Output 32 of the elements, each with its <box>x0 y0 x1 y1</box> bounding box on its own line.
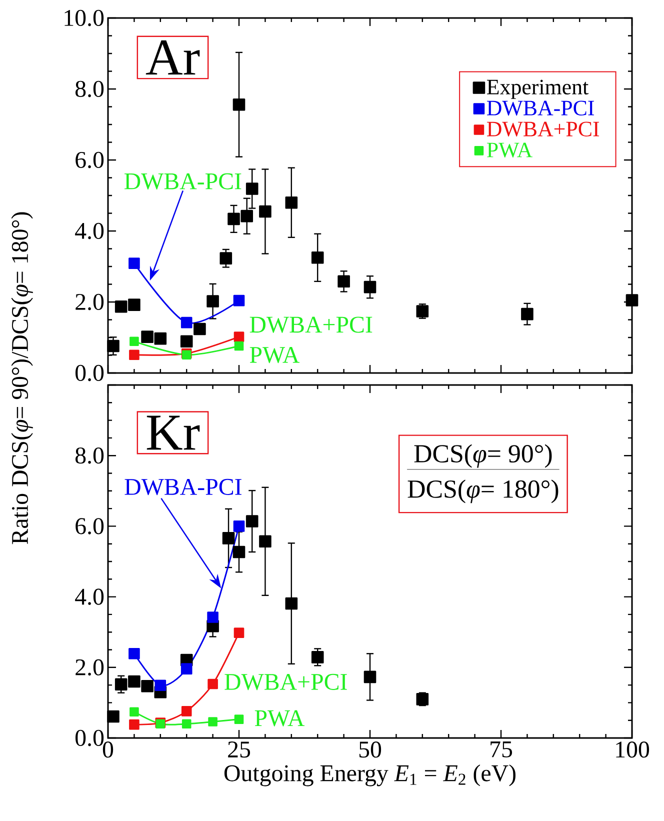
annotation: DCS(φ= 180°) <box>408 480 558 504</box>
x-axis-title: Outgoing Energy E$_{1}$ = E$_{2}$ (eV) <box>224 764 516 786</box>
y-tick-label: 8.0 <box>76 80 104 98</box>
annotation: DWBA+PCI <box>224 674 347 690</box>
annotation: Ar <box>146 40 200 75</box>
legend-label: DWBA-PCI <box>486 100 594 116</box>
x-tick-label: 100 <box>616 742 650 758</box>
annotation: DCS(φ= 90°) <box>414 444 552 468</box>
legend-label: DWBA+PCI <box>486 122 600 137</box>
x-tick-label: 75 <box>490 742 512 758</box>
annotation: PWA <box>254 710 305 726</box>
y-tick-label: 4.0 <box>75 222 104 240</box>
y-tick-label: 0.0 <box>76 730 104 746</box>
legend-label: Experiment <box>486 80 589 99</box>
y-tick-label: 8.0 <box>76 447 104 464</box>
y-tick-label: 10.0 <box>64 10 104 26</box>
annotation: DWBA+PCI <box>250 316 372 333</box>
annotation: Kr <box>146 416 200 450</box>
x-tick-label: 50 <box>359 742 382 758</box>
x-tick-label: 25 <box>228 742 250 758</box>
y-tick-label: 0.0 <box>76 364 104 382</box>
annotation: DWBA-PCI <box>124 478 242 496</box>
y-tick-label: 2.0 <box>76 294 104 310</box>
y-tick-label: 4.0 <box>75 588 104 605</box>
y-axis-title: Ratio DCS(φ= 90°)/DCS(φ= 180°) <box>11 212 33 544</box>
y-tick-label: 6.0 <box>76 152 104 168</box>
legend-label: PWA <box>486 142 532 158</box>
x-tick-label: 0 <box>102 742 114 758</box>
annotation: DWBA-PCI <box>124 173 242 190</box>
y-tick-label: 6.0 <box>76 518 104 534</box>
y-tick-label: 2.0 <box>76 659 104 676</box>
annotation: PWA <box>250 346 300 364</box>
